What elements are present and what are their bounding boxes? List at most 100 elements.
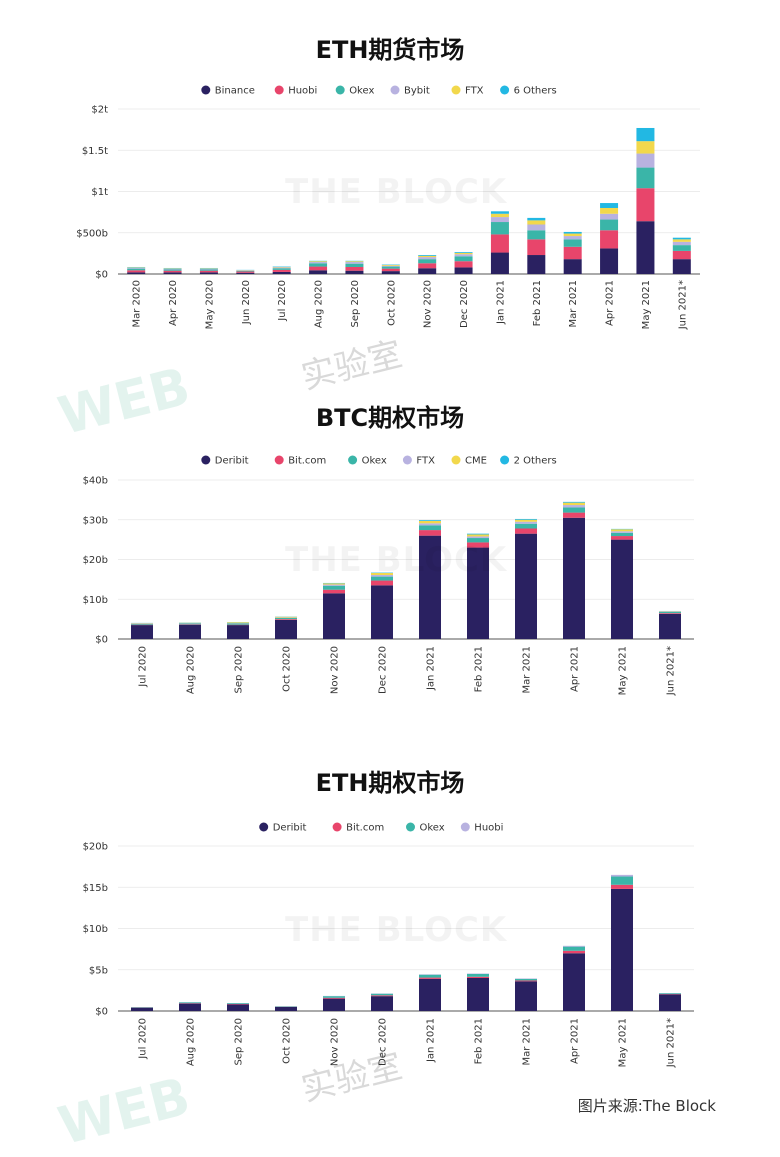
bar-segment — [455, 256, 473, 261]
legend-marker — [406, 823, 415, 832]
bar-segment — [600, 214, 618, 220]
bar-segment — [345, 267, 363, 271]
bar-segment — [273, 267, 291, 268]
bar-segment — [309, 263, 327, 266]
legend-label: CME — [465, 456, 487, 467]
legend-label: Deribit — [273, 823, 307, 834]
legend-marker — [461, 823, 470, 832]
bar-segment — [323, 998, 345, 999]
bar-segment — [600, 248, 618, 274]
x-tick-label: Aug 2020 — [186, 646, 197, 694]
bar-segment — [515, 528, 537, 533]
bar-segment — [179, 1002, 201, 1003]
bar-segment — [275, 617, 297, 618]
y-tick-label: $0 — [95, 1007, 108, 1018]
bar-segment — [611, 540, 633, 639]
x-tick-label: Feb 2021 — [474, 1018, 485, 1064]
bar-segment — [564, 259, 582, 274]
x-tick-label: Nov 2020 — [423, 280, 434, 328]
bar-segment — [564, 232, 582, 234]
y-tick-label: $2t — [91, 105, 108, 116]
bar-segment — [275, 618, 297, 619]
bar-segment — [611, 877, 633, 885]
bar-segment — [131, 625, 153, 639]
bar-segment — [382, 271, 400, 274]
bar-segment — [382, 267, 400, 269]
legend-marker — [201, 456, 210, 465]
bar-segment — [382, 269, 400, 271]
bar-segment — [164, 269, 182, 270]
legend-marker — [500, 86, 509, 95]
bar-segment — [527, 220, 545, 224]
web-watermark: WEB — [53, 1067, 196, 1157]
bar-segment — [419, 530, 441, 536]
legend-label: Okex — [420, 823, 445, 834]
bar-segment — [309, 270, 327, 274]
x-tick-label: Oct 2020 — [282, 1018, 293, 1064]
bar-segment — [227, 1003, 249, 1004]
x-tick-label: Jul 2020 — [138, 646, 149, 688]
x-tick-label: Sep 2020 — [234, 1018, 245, 1065]
bar-segment — [345, 261, 363, 262]
bar-segment — [563, 951, 585, 953]
bar-segment — [323, 590, 345, 594]
bar-segment — [564, 247, 582, 259]
x-tick-label: Jun 2021* — [666, 646, 677, 696]
bar-segment — [491, 217, 509, 222]
bar-segment — [419, 975, 441, 978]
bar-segment — [273, 268, 291, 270]
legend-label: FTX — [465, 86, 484, 97]
bar-segment — [491, 234, 509, 252]
bar-segment — [418, 255, 436, 256]
bar-segment — [371, 996, 393, 1011]
legend-marker — [403, 456, 412, 465]
x-tick-label: Jun 2020 — [241, 280, 252, 325]
bar-segment — [236, 272, 254, 273]
legend-marker — [500, 456, 509, 465]
bar-segment — [309, 261, 327, 262]
legend-marker — [452, 86, 461, 95]
y-tick-label: $0 — [95, 270, 108, 281]
web-watermark: WEB — [53, 357, 196, 447]
bar-segment — [673, 251, 691, 259]
x-tick-label: Feb 2021 — [474, 646, 485, 692]
bar-segment — [563, 513, 585, 518]
bar-segment — [127, 269, 145, 271]
x-tick-label: Sep 2020 — [234, 646, 245, 693]
bar-segment — [515, 981, 537, 1011]
bar-segment — [275, 620, 297, 639]
y-tick-label: $40b — [83, 476, 108, 487]
bar-segment — [200, 271, 218, 273]
x-tick-label: Oct 2020 — [282, 646, 293, 692]
bar-segment — [563, 947, 585, 951]
bar-segment — [164, 272, 182, 274]
bar-segment — [227, 1004, 249, 1011]
bar-segment — [127, 268, 145, 269]
bar-segment — [309, 267, 327, 271]
x-tick-label: Mar 2021 — [522, 1018, 533, 1066]
the-block-watermark: THE BLOCK — [285, 540, 507, 580]
bar-segment — [418, 268, 436, 274]
bar-segment — [236, 273, 254, 274]
bar-segment — [419, 979, 441, 1011]
bar-segment — [419, 523, 441, 525]
y-tick-label: $30b — [83, 515, 108, 526]
x-tick-label: Sep 2020 — [350, 280, 361, 327]
bar-segment — [673, 259, 691, 274]
bar-segment — [345, 262, 363, 264]
x-tick-label: Jun 2021* — [677, 280, 688, 330]
source-caption: 图片来源:The Block — [578, 1095, 716, 1116]
legend-label: 2 Others — [514, 456, 557, 467]
x-tick-label: May 2020 — [204, 280, 215, 329]
bar-segment — [419, 521, 441, 523]
bar-segment — [382, 266, 400, 267]
x-tick-label: Mar 2020 — [132, 280, 143, 328]
bar-segment — [419, 520, 441, 521]
bar-segment — [345, 271, 363, 274]
bar-segment — [467, 534, 489, 535]
bar-segment — [455, 252, 473, 253]
y-tick-label: $1t — [91, 187, 108, 198]
bar-segment — [659, 614, 681, 639]
